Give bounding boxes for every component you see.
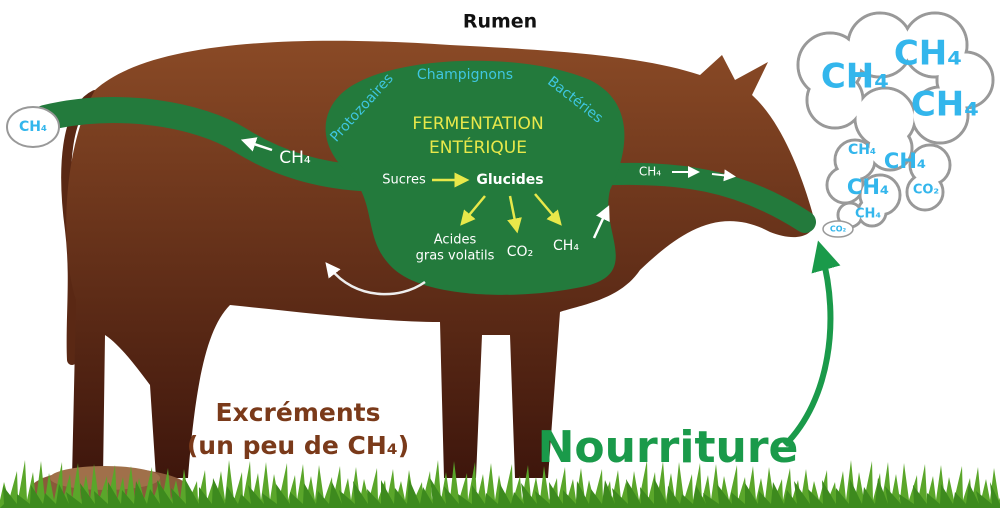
arrow	[507, 195, 522, 234]
manure-label: (un peu de CH₄)	[187, 431, 409, 460]
arrow	[240, 137, 273, 152]
cloud-gas: CH₄	[894, 34, 962, 74]
gas-bubble	[822, 220, 854, 238]
cloud-gas: CO₂	[913, 183, 939, 198]
cloud	[828, 168, 862, 202]
product-label: CO₂	[507, 244, 533, 260]
food-arrow	[782, 240, 841, 448]
cloud	[808, 73, 862, 127]
product-label: gras volatils	[416, 249, 495, 264]
cloud-gas: CH₄	[855, 207, 881, 222]
cloud	[839, 204, 861, 226]
arrow	[460, 195, 486, 226]
arrow	[325, 262, 426, 296]
arrow	[592, 205, 610, 239]
esophagus	[579, 162, 816, 233]
intermediate-label: Glucides	[476, 172, 543, 188]
grass	[0, 478, 1000, 508]
cloud-gas: CH₄	[884, 149, 926, 173]
food-label: Nourriture	[538, 422, 799, 473]
product-label: Acides	[434, 233, 477, 248]
cloud	[849, 14, 911, 76]
manure-label: Excréments	[216, 398, 381, 427]
cloud	[869, 127, 911, 169]
cloud-gas: CH₄	[821, 57, 889, 97]
cloud-gas: CH₄	[911, 85, 979, 125]
microbe-label: Champignons	[417, 67, 513, 83]
rumen	[325, 60, 625, 295]
cloud	[859, 199, 885, 225]
tail-gas: CH₄	[19, 119, 47, 135]
cloud-gas: CO₂	[830, 225, 847, 234]
title: Rumen	[463, 11, 537, 33]
process-label: FERMENTATION	[412, 114, 543, 134]
arrow	[711, 169, 736, 182]
product-label: CH₄	[553, 238, 579, 254]
cloud-gas: CH₄	[847, 175, 889, 199]
intestine	[32, 97, 373, 191]
cloud	[913, 88, 967, 142]
cloud	[908, 175, 942, 209]
cloud	[911, 146, 949, 184]
process-label: ENTÉRIQUE	[429, 136, 527, 158]
cloud-gas: CH₄	[848, 142, 876, 158]
input-label: Sucres	[382, 173, 426, 188]
tract-gas: CH₄	[279, 148, 311, 168]
arrow	[534, 193, 562, 226]
tail-bubble	[6, 106, 60, 148]
tract-gas: CH₄	[639, 165, 661, 179]
